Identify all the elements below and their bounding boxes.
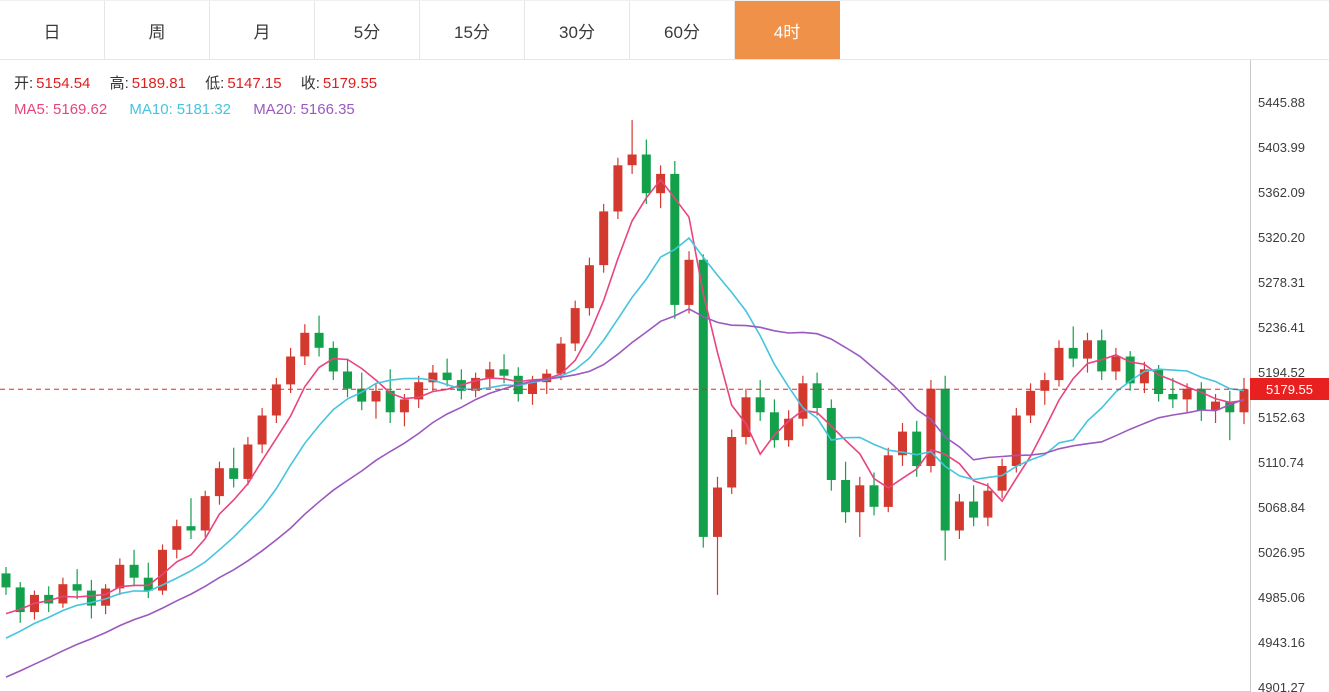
ma5-label: MA5: — [14, 101, 50, 118]
tab-bar-filler — [840, 1, 1329, 59]
y-axis-label: 5026.95 — [1258, 545, 1305, 560]
y-axis-label: 5320.20 — [1258, 230, 1305, 245]
tab-4hour[interactable]: 4时 — [735, 1, 840, 59]
tab-day[interactable]: 日 — [0, 1, 105, 59]
ma20-value: 5166.35 — [300, 101, 355, 118]
ma10-value: 5181.32 — [176, 101, 232, 118]
tab-week[interactable]: 周 — [105, 1, 210, 59]
y-axis-label: 5194.52 — [1258, 365, 1305, 380]
ohlc-info: 开: 5154.54 高: 5189.81 低: 5147.15 收: 5179.55 — [14, 72, 392, 93]
tab-15min[interactable]: 15分 — [420, 1, 525, 59]
chart-info-overlay: 开: 5154.54 高: 5189.81 低: 5147.15 收: 5179.55 … — [14, 72, 392, 118]
last-price-badge: 5179.55 — [1250, 378, 1329, 400]
ma20-label: MA20: — [253, 101, 297, 118]
tab-30min[interactable]: 30分 — [525, 1, 630, 59]
y-axis-label: 5403.99 — [1258, 140, 1305, 155]
ma20-info: MA20: 5166.35 — [253, 101, 355, 118]
y-axis-label: 4985.06 — [1258, 590, 1305, 605]
open-value: 5154.54 — [36, 75, 91, 92]
candlestick-chart[interactable] — [0, 60, 1250, 692]
y-axis-label: 5362.09 — [1258, 185, 1305, 200]
low-value: 5147.15 — [227, 75, 282, 92]
low-label: 低: — [205, 75, 225, 92]
y-axis-label: 5068.84 — [1258, 500, 1305, 515]
ma-info: MA5: 5169.62 MA10: 5181.32 MA20: 5166.35 — [14, 101, 392, 118]
y-axis-label: 5445.88 — [1258, 95, 1305, 110]
y-axis-label: 4943.16 — [1258, 635, 1305, 650]
ma5-value: 5169.62 — [53, 101, 108, 118]
close-label: 收: — [300, 75, 320, 92]
y-axis-label: 4901.27 — [1258, 680, 1305, 692]
y-axis-label: 5236.41 — [1258, 320, 1305, 335]
ma5-info: MA5: 5169.62 — [14, 101, 107, 118]
tab-5min[interactable]: 5分 — [315, 1, 420, 59]
high-label: 高: — [109, 75, 129, 92]
y-axis-label: 5152.63 — [1258, 410, 1305, 425]
high-value: 5189.81 — [131, 75, 186, 92]
close-value: 5179.55 — [322, 75, 378, 92]
open-label: 开: — [14, 75, 34, 92]
y-axis-label: 5110.74 — [1258, 455, 1305, 470]
ma10-info: MA10: 5181.32 — [129, 101, 231, 118]
chart-region: 开: 5154.54 高: 5189.81 低: 5147.15 收: 5179.55 … — [0, 60, 1329, 692]
ma10-label: MA10: — [129, 101, 173, 118]
tab-60min[interactable]: 60分 — [630, 1, 735, 59]
y-axis-label: 5278.31 — [1258, 275, 1305, 290]
tab-month[interactable]: 月 — [210, 1, 315, 59]
timeframe-tab-bar: 日 周 月 5分 15分 30分 60分 4时 — [0, 0, 1329, 60]
y-axis: 5445.88 5403.99 5362.09 5320.20 5278.31 5236.… — [1250, 60, 1329, 692]
